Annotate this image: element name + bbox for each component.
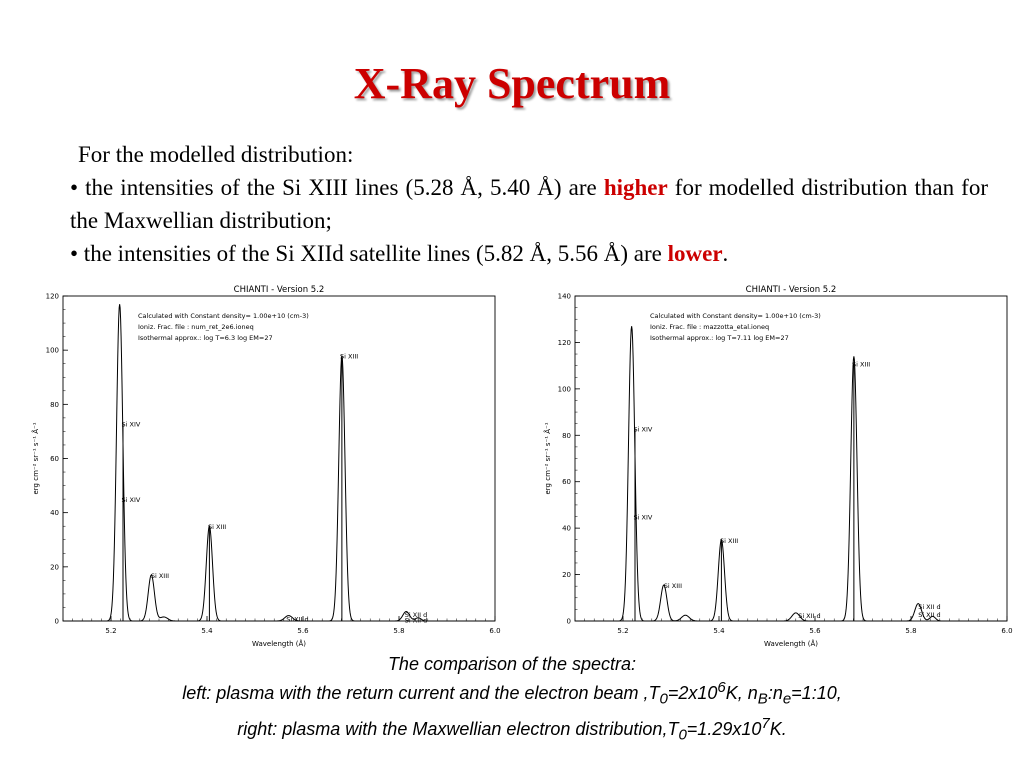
bullet-lower-text: • the intensities of the Si XIId satelli…	[70, 241, 668, 266]
chart-right-info-line-0: Calculated with Constant density= 1.00e+…	[650, 312, 821, 320]
chart-left-x-axis-label: Wavelength (Å)	[252, 639, 306, 648]
chart-right-line-label-5: Si XIII	[852, 360, 870, 368]
bullet-lower-tail: .	[722, 241, 729, 266]
caption-right-temp: =1.29x10	[686, 718, 762, 739]
chart-left-y-tick-label-6: 120	[46, 293, 59, 301]
chart-left-info-line-1: Ioniz. Frac. file : num_ret_2e6.ioneq	[138, 323, 254, 331]
bullet-lower: • the intensities of the Si XIId satelli…	[70, 237, 988, 270]
chart-right-x-axis-label: Wavelength (Å)	[764, 639, 818, 648]
chart-left-y-tick-label-5: 100	[46, 347, 59, 355]
highlight-higher: higher	[603, 175, 668, 200]
chart-right-y-tick-label-5: 100	[558, 385, 571, 393]
chart-left-x-tick-label-4: 6.0	[489, 627, 500, 635]
chart-right-x-tick-label-0: 5.2	[617, 627, 628, 635]
chart-right-x-tick-label-2: 5.6	[809, 627, 821, 635]
chart-right-y-tick-label-1: 20	[562, 571, 571, 579]
chart-right-x-tick-label-3: 5.8	[905, 627, 916, 635]
chart-right-spectrum-line	[575, 326, 1007, 622]
chart-right-info-line-1: Ioniz. Frac. file : mazzotta_etal.ioneq	[650, 323, 769, 331]
spectrum-chart-left: CHIANTI - Version 5.2 Calculated with Con…	[31, 285, 501, 648]
caption-sub-t0: 0	[659, 690, 668, 708]
chart-left-plot-frame	[62, 295, 496, 622]
chart-left-info-line-2: Isothermal approx.: log T=6.3 log EM=27	[138, 334, 273, 342]
caption-left-text: left: plasma with the return current and…	[182, 683, 660, 703]
chart-left-line-label-7: Si XII d	[405, 616, 427, 624]
figure-caption: The comparison of the spectra: left: pla…	[0, 652, 1024, 747]
caption-line-2: left: plasma with the return current and…	[0, 676, 1024, 712]
chart-left-info-line-0: Calculated with Constant density= 1.00e+…	[138, 312, 309, 320]
chart-left-line-label-4: Si XII d	[286, 615, 308, 623]
chart-left-spectrum-line	[63, 304, 495, 622]
chart-right-y-tick-label-0: 0	[567, 618, 571, 626]
chart-right-y-axis-label: erg cm⁻² sr⁻¹ s⁻¹ Å⁻¹	[543, 422, 552, 494]
caption-line-1: The comparison of the spectra:	[387, 654, 637, 674]
chart-left-x-tick-label-0: 5.2	[105, 627, 116, 635]
chart-left-line-label-5: Si XIII	[340, 353, 358, 361]
chart-right-y-tick-label-2: 40	[562, 525, 571, 533]
chart-left-line-label-1: Si XIV	[122, 496, 141, 504]
chart-right-line-label-2: Si XIII	[664, 582, 682, 590]
chart-right-line-label-3: Si XIII	[720, 537, 738, 545]
chart-left-y-axis-label: erg cm⁻² sr⁻¹ s⁻¹ Å⁻¹	[31, 422, 40, 494]
slide-title: X-Ray Spectrum	[353, 59, 671, 108]
bullet-higher: • the intensities of the Si XIII lines (…	[70, 171, 988, 237]
chart-right-line-label-4: Si XII d	[798, 612, 820, 620]
caption-left-ratio: =1:10,	[791, 683, 842, 703]
caption-right-k: K.	[769, 718, 787, 739]
caption-sup-exp-right: 7	[761, 714, 770, 732]
chart-right-line-label-0: Si XIV	[634, 425, 653, 433]
bullet-list: For the modelled distribution: • the int…	[70, 138, 988, 270]
intro-text: For the modelled distribution:	[78, 142, 354, 167]
highlight-lower: lower	[667, 241, 723, 266]
chart-left-line-label-2: Si XIII	[151, 572, 169, 580]
caption-line-3: right: plasma with the Maxwellian electr…	[0, 712, 1024, 748]
chart-right-y-tick-label-6: 120	[558, 339, 571, 347]
chart-left-line-label-6: Si XII d	[405, 611, 427, 619]
chart-right-y-tick-label-3: 60	[562, 478, 571, 486]
chart-right-line-label-1: Si XIV	[634, 514, 653, 522]
chart-right-plot-frame	[574, 295, 1008, 622]
chart-right-x-tick-label-1: 5.4	[713, 627, 725, 635]
caption-left-ne: :n	[767, 683, 783, 703]
chart-left-title: CHIANTI - Version 5.2	[234, 285, 325, 295]
bullet-higher-tail: for modelled distribution than for the M…	[70, 175, 988, 233]
chart-left-y-tick-label-2: 40	[50, 509, 59, 517]
chart-right-info-line-2: Isothermal approx.: log T=7.11 log EM=27	[650, 334, 789, 342]
chart-left-line-label-3: Si XIII	[208, 523, 226, 531]
caption-left-temp: =2x10	[667, 683, 718, 703]
chart-right-line-label-7: Si XII d	[918, 611, 940, 619]
caption-sub-b: B	[757, 690, 768, 708]
chart-left-y-tick-label-4: 80	[50, 401, 59, 409]
chart-right-y-tick-label-7: 140	[558, 293, 571, 301]
caption-sup-exp: 6	[717, 679, 726, 696]
chart-right-line-label-6: Si XII d	[918, 603, 940, 611]
chart-left-x-tick-label-2: 5.6	[297, 627, 309, 635]
chart-left-x-tick-label-1: 5.4	[201, 627, 213, 635]
chart-left-y-tick-label-3: 60	[50, 455, 59, 463]
chart-right-title: CHIANTI - Version 5.2	[746, 285, 837, 295]
chart-left-y-tick-label-1: 20	[50, 563, 59, 571]
chart-left-y-tick-label-0: 0	[55, 618, 59, 626]
caption-right-text: right: plasma with the Maxwellian electr…	[237, 718, 679, 739]
caption-sub-e: e	[782, 690, 792, 708]
spectrum-chart-right: CHIANTI - Version 5.2 Calculated with Con…	[543, 285, 1013, 648]
caption-left-n: K, n	[725, 683, 758, 703]
chart-left-line-label-0: Si XIV	[122, 420, 141, 428]
bullet-higher-text: • the intensities of the Si XIII lines (…	[70, 175, 604, 200]
caption-sub-t0-right: 0	[678, 726, 687, 744]
chart-right-y-tick-label-4: 80	[562, 432, 571, 440]
chart-left-x-tick-label-3: 5.8	[393, 627, 404, 635]
chart-right-x-tick-label-4: 6.0	[1001, 627, 1012, 635]
